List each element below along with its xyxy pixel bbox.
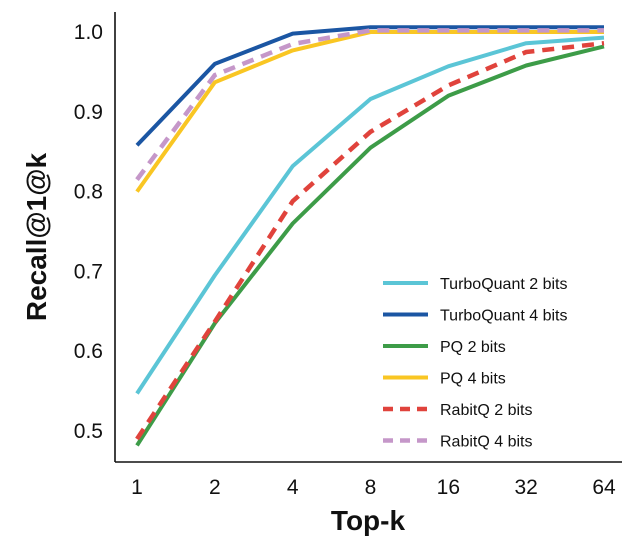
y-axis-title: Recall@1@k [21, 152, 52, 321]
legend-item: RabitQ 4 bits [383, 434, 532, 451]
series-line-turboquant-4-bits [135, 25, 604, 147]
x-tick-label: 32 [514, 476, 537, 499]
series-line-pq-4-bits [135, 30, 604, 193]
legend-item: TurboQuant 4 bits [383, 308, 567, 325]
legend-item: RabitQ 2 bits [383, 402, 532, 419]
series-line-rabitq-2-bits [135, 40, 605, 441]
x-tick-labels: 1 2 4 8 16 32 64 [131, 476, 616, 499]
legend-label: RabitQ 4 bits [440, 434, 532, 451]
legend-label: PQ 4 bits [440, 371, 506, 388]
legend-label: TurboQuant 4 bits [440, 308, 567, 325]
legend-item: PQ 4 bits [383, 371, 506, 388]
legend-label: TurboQuant 2 bits [440, 276, 567, 293]
x-tick-label: 16 [437, 476, 460, 499]
legend-item: PQ 2 bits [383, 339, 506, 356]
x-axis-title: Top-k [331, 505, 406, 536]
series-line-rabitq-4-bits [135, 28, 604, 181]
x-tick-label: 64 [592, 476, 616, 499]
legend: TurboQuant 2 bits TurboQuant 4 bits PQ 2 b… [383, 276, 567, 451]
y-tick-label: 1.0 [74, 21, 103, 44]
y-tick-label: 0.8 [74, 181, 103, 204]
x-tick-label: 2 [209, 476, 221, 499]
x-tick-label: 4 [287, 476, 299, 499]
series-line-turboquant-2-bits [135, 35, 605, 395]
y-tick-label: 0.6 [74, 340, 103, 363]
y-tick-labels: 0.5 0.6 0.7 0.8 0.9 1.0 [74, 21, 103, 443]
axes [114, 12, 622, 463]
series-lines [135, 25, 605, 447]
x-tick-label: 1 [131, 476, 143, 499]
series-line-pq-2-bits [135, 44, 605, 447]
y-tick-label: 0.7 [74, 260, 103, 283]
legend-label: RabitQ 2 bits [440, 402, 532, 419]
y-tick-label: 0.9 [74, 101, 103, 124]
x-tick-label: 8 [365, 476, 377, 499]
legend-item: TurboQuant 2 bits [383, 276, 567, 293]
y-tick-label: 0.5 [74, 420, 103, 443]
legend-label: PQ 2 bits [440, 339, 506, 356]
